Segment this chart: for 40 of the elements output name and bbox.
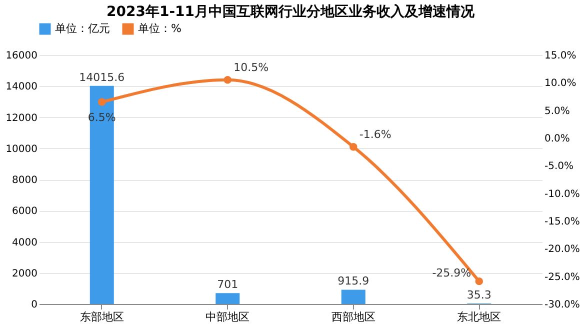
x-tick-label: 中部地区 xyxy=(206,310,250,324)
legend-label: 单位：% xyxy=(138,22,182,35)
y-tick-label: 6000 xyxy=(12,206,38,218)
y2-tick-label: -10.0% xyxy=(544,188,580,200)
point xyxy=(224,76,232,84)
x-tick-label: 东北地区 xyxy=(457,310,502,324)
y-tick-label: 0 xyxy=(31,300,38,310)
x-tick-label: 西部地区 xyxy=(331,310,376,324)
data-label: -1.6% xyxy=(359,128,392,141)
y-tick-label: 12000 xyxy=(6,112,38,124)
data-label: 35.3 xyxy=(466,288,492,302)
bar xyxy=(341,290,366,304)
y-tick-label: 8000 xyxy=(12,175,38,186)
y-tick-label: 10000 xyxy=(6,144,38,155)
y2-tick-label: 15.0% xyxy=(544,50,576,62)
y2-tick-label: -30.0% xyxy=(544,300,580,310)
y2-tick-label: -5.0% xyxy=(544,161,574,172)
y2-tick-label: -25.0% xyxy=(544,272,580,283)
legend-label: 单位：亿元 xyxy=(55,22,110,35)
point xyxy=(98,98,106,106)
bar xyxy=(216,293,240,304)
bar xyxy=(90,86,114,304)
y-tick-label: 16000 xyxy=(6,50,38,62)
y2-tick-label: -20.0% xyxy=(544,244,580,256)
data-label: 10.5% xyxy=(234,60,269,74)
point xyxy=(475,277,483,286)
y-tick-label: 4000 xyxy=(12,237,38,248)
data-label: -25.9% xyxy=(432,266,472,280)
y2-tick-label: -15.0% xyxy=(544,216,580,228)
x-tick-label: 东部地区 xyxy=(80,310,124,324)
data-label: 915.9 xyxy=(338,274,370,288)
chart-title: 2023年1-11月中国互联网行业分地区业务收入及增速情况 xyxy=(106,4,476,20)
data-label: 701 xyxy=(217,278,238,292)
y-tick-label: 14000 xyxy=(6,82,38,93)
y2-tick-label: 10.0% xyxy=(544,78,576,90)
y2-tick-label: 5.0% xyxy=(544,106,570,117)
data-label: 14015.6 xyxy=(79,70,125,84)
y2-tick-label: 0.0% xyxy=(544,134,570,144)
y-tick-label: 2000 xyxy=(12,268,38,280)
point xyxy=(350,142,358,151)
